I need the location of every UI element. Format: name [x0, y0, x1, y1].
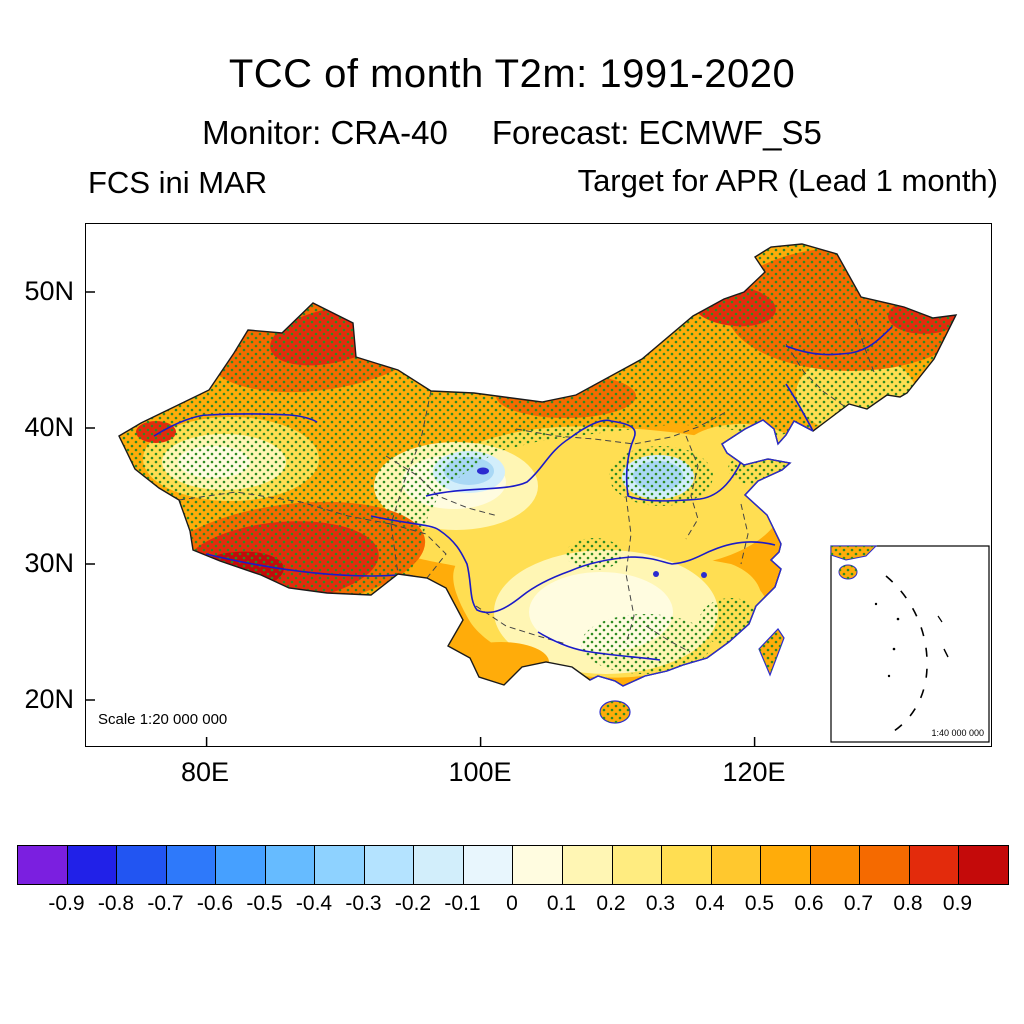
colorbar-tick-label: -0.5 — [246, 892, 283, 915]
colorbar-cell — [463, 846, 514, 884]
colorbar-cell — [67, 846, 118, 884]
south-china-sea-inset: 1:40 000 000 — [830, 545, 990, 743]
colorbar-tick-label: -0.6 — [196, 892, 234, 915]
ytick-30n: 30N — [24, 548, 74, 578]
colorbar-tick-label: 0.5 — [744, 892, 775, 915]
map-panel: Scale 1:20 000 000 1:40 000 000 — [85, 223, 992, 747]
colorbar-cell — [810, 846, 861, 884]
colorbar — [17, 845, 1009, 885]
poyang-lake — [701, 572, 707, 578]
colorbar-cell — [761, 846, 811, 884]
xtick-80e: 80E — [180, 757, 230, 787]
xtick-120e: 120E — [722, 757, 786, 787]
target-label: Target for APR (Lead 1 month) — [577, 163, 998, 198]
colorbar-cell — [18, 846, 68, 884]
colorbar-cell — [909, 846, 960, 884]
colorbar-tick-label: 0.6 — [794, 892, 824, 915]
map-scale-label: Scale 1:20 000 000 — [98, 711, 227, 728]
colorbar-cell — [860, 846, 910, 884]
colorbar-cell — [315, 846, 365, 884]
colorbar-tick-label: 0.8 — [893, 892, 923, 915]
qinghai-lake — [477, 467, 489, 475]
colorbar-tick-label: 0.2 — [596, 892, 626, 915]
colorbar-cell — [166, 846, 217, 884]
colorbar-tick-label: 0.7 — [843, 892, 874, 915]
colorbar-tick-label: -0.8 — [97, 892, 135, 915]
china-tcc-map: Scale 1:20 000 000 1:40 000 000 — [86, 243, 990, 746]
colorbar-tick-label: -0.3 — [345, 892, 382, 915]
figure-subtitle: Monitor: CRA-40 Forecast: ECMWF_S5 — [0, 114, 1024, 152]
ytick-20n: 20N — [24, 684, 74, 714]
colorbar-cell — [216, 846, 266, 884]
colorbar-tick-label: 0.3 — [645, 892, 676, 915]
hainan-island — [599, 700, 631, 724]
init-label: FCS ini MAR — [88, 165, 268, 200]
colorbar-tick-label: -0.9 — [48, 892, 85, 915]
colorbar-cell — [959, 846, 1008, 884]
axis-ticks — [86, 291, 756, 746]
colorbar-cell — [612, 846, 663, 884]
ytick-50n: 50N — [24, 276, 74, 306]
taiwan-island — [758, 628, 785, 677]
figure-title: TCC of month T2m: 1991-2020 — [228, 52, 796, 96]
colorbar-tick-label: 0.9 — [942, 892, 973, 915]
colorbar-tick-label: 0 — [506, 892, 518, 915]
province-boundaries — [178, 318, 875, 653]
inset-scale-label: 1:40 000 000 — [931, 728, 984, 738]
colorbar-cell — [662, 846, 712, 884]
rivers — [153, 326, 893, 661]
colorbar-cell — [563, 846, 613, 884]
coastline — [589, 419, 814, 687]
monitor-label: Monitor: CRA-40 — [202, 114, 448, 151]
colorbar-cell — [364, 846, 415, 884]
colorbar-cell — [265, 846, 316, 884]
stipple-dots — [119, 244, 956, 674]
xtick-100e: 100E — [448, 757, 512, 787]
colorbar-cell — [414, 846, 464, 884]
dongting-lake — [653, 571, 659, 577]
colorbar-tick-label: -0.4 — [295, 892, 333, 915]
ytick-40n: 40N — [24, 412, 74, 442]
colorbar-cell — [117, 846, 167, 884]
colorbar-tick-label: -0.7 — [147, 892, 184, 915]
colorbar-tick-label: -0.1 — [444, 892, 481, 915]
colorbar-tick-label: -0.2 — [394, 892, 432, 915]
forecast-label: Forecast: ECMWF_S5 — [491, 114, 822, 151]
colorbar-cell — [711, 846, 762, 884]
colorbar-tick-label: 0.4 — [695, 892, 725, 915]
colorbar-cell — [513, 846, 564, 884]
colorbar-tick-label: 0.1 — [546, 892, 577, 915]
colorbar-labels: -0.9 -0.8 -0.7 -0.6 -0.5 -0.4 -0.3 -0.2 -0.1 0 0.1… — [17, 892, 1007, 920]
